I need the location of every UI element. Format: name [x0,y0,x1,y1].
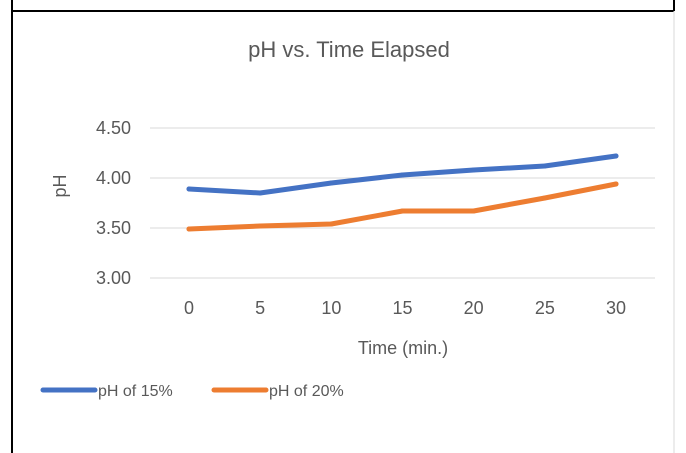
series-layer [186,153,619,232]
series-1-point-6 [613,181,619,187]
chart-title: pH vs. Time Elapsed [248,37,450,62]
series-0-point-3 [400,172,405,178]
x-axis-label: Time (min.) [358,338,448,358]
x-tick-label-3: 15 [392,298,412,318]
x-tick-label-4: 20 [464,298,484,318]
y-tick-label-3: 4.50 [96,118,131,138]
x-tick-label-1: 5 [255,298,265,318]
x-tick-label-5: 25 [535,298,555,318]
series-1-point-0 [186,226,192,232]
grid-layer [150,127,655,279]
legend: pH of 15% pH of 20% [40,383,344,400]
x-tick-label-2: 10 [321,298,341,318]
y-tick-label-1: 3.50 [96,218,131,238]
series-0-point-6 [613,153,619,159]
y-tick-labels: 3.00 3.50 4.00 4.50 [96,118,131,288]
legend-label-0: pH of 15% [98,383,173,400]
x-tick-label-0: 0 [184,298,194,318]
x-tick-label-6: 30 [606,298,626,318]
y-axis-label: pH [50,174,70,197]
series-1-point-3 [400,208,405,214]
series-1-point-4 [471,208,477,214]
series-0-point-2 [328,180,334,186]
y-tick-label-2: 4.00 [96,168,131,188]
y-tick-label-0: 3.00 [96,268,131,288]
series-1-point-2 [328,221,334,227]
series-0-point-0 [186,186,192,192]
series-1-point-5 [542,195,548,201]
x-tick-labels: 0 5 10 15 20 25 30 [184,298,626,318]
legend-label-1: pH of 20% [269,383,344,400]
series-0-point-4 [471,167,477,173]
series-1-point-1 [257,223,263,229]
series-0-point-5 [542,163,548,169]
series-0-point-1 [257,190,263,196]
